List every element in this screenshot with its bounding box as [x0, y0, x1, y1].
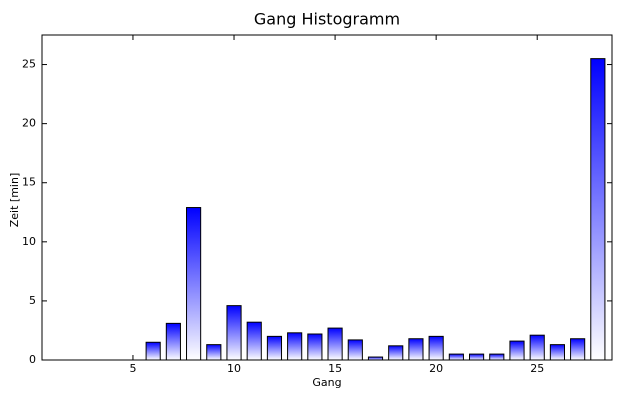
- bar: [287, 332, 303, 361]
- x-tick-label: 10: [227, 362, 241, 375]
- bar: [186, 207, 202, 361]
- bar: [145, 341, 161, 361]
- y-tick-label: 20: [22, 117, 36, 130]
- y-axis-label: Zeit [min]: [8, 173, 21, 228]
- x-tick-label: 5: [129, 362, 136, 375]
- bar: [206, 344, 222, 361]
- bar: [428, 335, 444, 361]
- y-tick-label: 25: [22, 58, 36, 71]
- bar: [509, 340, 525, 361]
- bar: [469, 353, 485, 361]
- y-tick-label: 0: [29, 353, 36, 366]
- bar: [347, 339, 363, 361]
- bar: [448, 353, 464, 361]
- bar: [408, 338, 424, 361]
- x-tick-label: 20: [429, 362, 443, 375]
- bar: [327, 327, 343, 361]
- bar: [549, 344, 566, 361]
- x-tick-label: 15: [328, 362, 342, 375]
- bar: [529, 334, 545, 361]
- bar: [226, 305, 242, 361]
- chart-title: Gang Histogramm: [254, 10, 400, 29]
- bar: [307, 333, 323, 361]
- bar: [266, 335, 283, 361]
- x-axis-label: Gang: [312, 376, 341, 389]
- y-tick-label: 5: [29, 294, 36, 307]
- bar: [489, 353, 505, 361]
- bar: [367, 356, 384, 361]
- bar: [388, 345, 404, 361]
- y-tick-label: 10: [22, 235, 36, 248]
- bar: [590, 58, 606, 361]
- y-tick-label: 15: [22, 176, 36, 189]
- bar: [165, 322, 181, 361]
- bar: [246, 321, 262, 361]
- plot-frame: [41, 34, 613, 361]
- bar: [570, 338, 586, 361]
- x-tick-label: 25: [530, 362, 544, 375]
